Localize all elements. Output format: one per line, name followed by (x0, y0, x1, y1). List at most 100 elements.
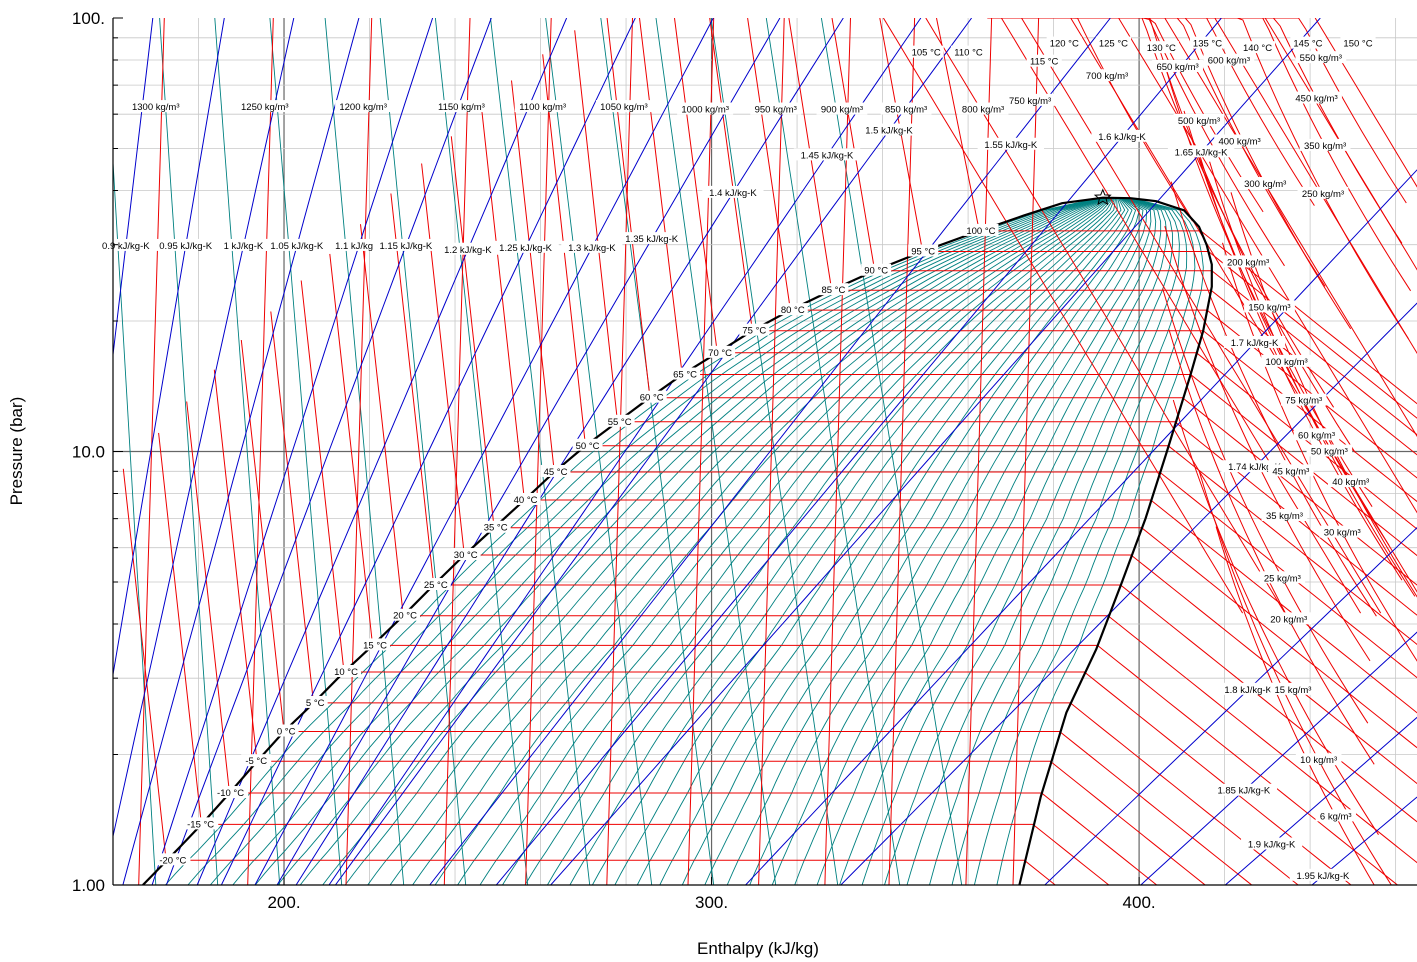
isochore-label-bg (1004, 93, 1056, 106)
isotherm (1214, 18, 1417, 355)
liquid-region-line (324, 18, 405, 885)
isochore-label-bg (1293, 428, 1340, 441)
isotherm-label-bg (155, 853, 191, 866)
isentrope-label-bg (218, 238, 269, 251)
isentrope (276, 18, 781, 885)
isochore-label-bg (1327, 475, 1374, 488)
isotherm-label-bg (963, 223, 999, 236)
isochore-label: 35 kg/m³ (1266, 511, 1303, 522)
isentrope (196, 18, 568, 885)
isochore (758, 18, 785, 885)
isochore (1149, 18, 1356, 453)
isentrope (1140, 631, 1417, 885)
isentrope-label-bg (1289, 868, 1357, 881)
isotherm-label-bg (950, 45, 987, 58)
axes: 200. 300. 400. 1.00 10.0 100. (72, 9, 1417, 912)
isotherm (511, 80, 1417, 679)
isochore (525, 18, 552, 885)
isotherm-label: 150 °C (1343, 39, 1372, 50)
isentrope (429, 18, 1111, 885)
isentrope-label: 1.3 kJ/kg-K (568, 243, 616, 254)
liquid-region-line (655, 18, 777, 885)
isochore-label: 450 kg/m³ (1295, 94, 1337, 105)
quality-line (389, 198, 1107, 885)
isochore-label: 15 kg/m³ (1275, 685, 1312, 696)
isotherm-label-bg (183, 817, 219, 830)
isochore (1222, 242, 1417, 662)
isochore (1205, 18, 1412, 292)
isochore-label-bg (750, 102, 802, 115)
isochore-label: 1150 kg/m³ (438, 102, 485, 113)
isentrope-label-bg (977, 137, 1045, 150)
isochore (1109, 18, 1315, 206)
isochore-label-bg (1319, 525, 1365, 538)
isotherm-label: 100 °C (966, 226, 995, 237)
isochore-label: 1050 kg/m³ (600, 102, 648, 113)
isentrope (328, 18, 922, 885)
isentrope-label-bg (1217, 682, 1279, 695)
isotherm-label: 20 °C (393, 611, 417, 622)
isotherm (831, 18, 1417, 436)
isentrope-label-bg (618, 232, 685, 245)
isentrope-label-bg (1241, 837, 1303, 850)
isochore-label: 50 kg/m³ (1311, 447, 1348, 458)
isochore-label-bg (1081, 69, 1133, 82)
isotherm-label-bg (450, 548, 481, 561)
isotherm (936, 18, 1417, 405)
isotherm-label: 65 °C (673, 370, 697, 381)
isentrope-label: 1.45 kJ/kg-K (801, 150, 854, 161)
isochore-label: 550 kg/m³ (1300, 53, 1342, 64)
isotherm-label: 60 °C (640, 393, 664, 404)
isentrope (295, 18, 844, 885)
isotherm-label-bg (1189, 36, 1226, 49)
isotherm (450, 136, 1417, 749)
isochore-label: 750 kg/m³ (1009, 96, 1051, 107)
isentrope-label: 1 kJ/kg-K (224, 241, 264, 252)
isotherm-label: 130 °C (1147, 43, 1176, 54)
isotherm (390, 193, 1417, 823)
isochore-label-bg (1261, 354, 1312, 367)
isotherm-label-bg (331, 664, 362, 677)
quality-line (322, 198, 1104, 885)
isotherm (542, 54, 1417, 646)
isochore-label-bg (1152, 59, 1203, 72)
quality-line (232, 198, 1100, 885)
y-tick-label: 1.00 (72, 876, 105, 895)
isentrope (113, 18, 225, 678)
x-tick-label: 300. (695, 893, 728, 912)
isotherm-label: -20 °C (159, 855, 186, 866)
isochore-label: 800 kg/m³ (962, 105, 1004, 116)
isentrope (113, 18, 295, 839)
isochore-label: 30 kg/m³ (1324, 528, 1361, 539)
isotherm (329, 253, 1399, 885)
isochore (687, 18, 715, 885)
quality-line (592, 198, 1117, 885)
isochore-label: 10 kg/m³ (1300, 755, 1337, 766)
isotherm-label: 0 °C (277, 726, 296, 737)
isochore-label-bg (335, 100, 392, 113)
liquid-region-line (490, 18, 591, 885)
isotherm-label: 135 °C (1193, 39, 1222, 50)
isochore-label-bg (1265, 612, 1312, 625)
y-axis-title: Pressure (bar) (7, 397, 26, 506)
isentrope-label: 1.35 kJ/kg-K (625, 234, 678, 245)
isotherm (360, 224, 1417, 864)
isentrope (495, 18, 1222, 885)
isotherm-label: -10 °C (217, 788, 244, 799)
isotherm-label: 50 °C (576, 441, 600, 452)
isotherm-label: 15 °C (363, 640, 387, 651)
isotherm (709, 18, 1417, 503)
isochore-label: 300 kg/m³ (1244, 179, 1286, 190)
isotherm-label-bg (705, 345, 736, 358)
isotherm-label-bg (1290, 36, 1326, 49)
isochore-label: 1250 kg/m³ (241, 102, 289, 113)
isochore-label: 45 kg/m³ (1272, 466, 1309, 477)
isochore-label: 700 kg/m³ (1086, 71, 1128, 82)
isentrope-label-bg (95, 238, 157, 251)
liquid-region-line (113, 154, 157, 885)
isotherm-label-bg (241, 754, 272, 767)
isotherm (186, 401, 1158, 885)
isochore (1164, 226, 1371, 662)
isotherm-label-bg (777, 303, 808, 316)
